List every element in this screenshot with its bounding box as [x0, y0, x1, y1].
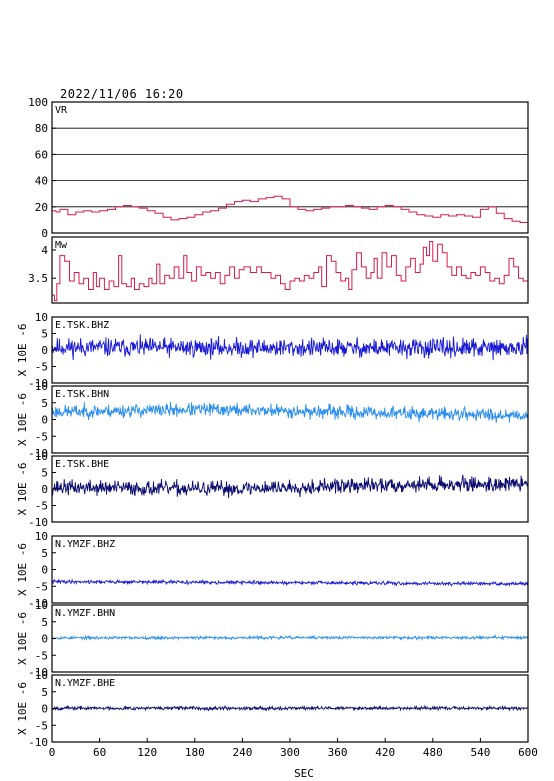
- y-tick-label: 10: [35, 530, 48, 543]
- x-tick-label: 180: [185, 746, 205, 759]
- y-unit-label: X 10E -6: [16, 612, 29, 665]
- series-mw: [52, 241, 529, 302]
- panel-label: VR: [55, 105, 68, 116]
- y-tick-label: 5: [41, 686, 48, 699]
- y-tick-label: 10: [35, 599, 48, 612]
- y-tick-label: -5: [35, 649, 48, 662]
- x-axis-label: SEC: [294, 767, 314, 780]
- panel-label: N.YMZF.BHN: [55, 608, 115, 619]
- y-tick-label: -10: [28, 516, 48, 529]
- series-e-tsk-bhn: [51, 401, 529, 423]
- panel-label: E.TSK.BHZ: [55, 320, 109, 331]
- y-tick-label: 0: [41, 483, 48, 496]
- y-tick-label: -10: [28, 666, 48, 679]
- panel-n-ymzf-bhe: -10 -5 0 5 10 N.YMZF.BHE X 10E -6: [16, 669, 529, 749]
- x-tick-label: 60: [93, 746, 106, 759]
- panel-n-ymzf-bhz: -10 -5 0 5 10 N.YMZF.BHZ X 10E -6: [16, 530, 529, 610]
- y-tick-label: 5: [41, 547, 48, 560]
- y-tick-label: 10: [35, 311, 48, 324]
- y-tick-label: 4: [41, 244, 48, 257]
- y-tick-label: 80: [35, 122, 48, 135]
- y-tick-label: 0: [41, 564, 48, 577]
- x-tick-label: 300: [280, 746, 300, 759]
- y-tick-label: 100: [28, 96, 48, 109]
- y-tick-label: 0: [41, 414, 48, 427]
- series-n-ymzf-bhn: [51, 633, 529, 642]
- y-tick-label: 5: [41, 328, 48, 341]
- x-tick-label: 420: [375, 746, 395, 759]
- y-tick-label: -5: [35, 719, 48, 732]
- panel-frame: [51, 101, 529, 234]
- panel-e-tsk-bhz: -10 -5 0 5 10 E.TSK.BHZ X 10E -6: [16, 311, 529, 390]
- panel-frame: [51, 385, 529, 454]
- y-unit-label: X 10E -6: [16, 543, 29, 596]
- series-e-tsk-bhz: [51, 334, 529, 361]
- y-unit-label: X 10E -6: [16, 393, 29, 446]
- panel-frame: [51, 236, 529, 304]
- y-tick-label: 5: [41, 397, 48, 410]
- series-vr: [52, 195, 528, 223]
- y-unit-label: X 10E -6: [16, 324, 29, 377]
- x-axis: 0 60 120 180 240 300 360 420 480 540 600 SEC: [49, 738, 538, 780]
- y-tick-label: 3.5: [28, 272, 48, 285]
- x-tick-label: 600: [518, 746, 538, 759]
- series-n-ymzf-bhz: [51, 578, 529, 587]
- panel-n-ymzf-bhn: -10 -5 0 5 10 N.YMZF.BHN X 10E -6: [16, 599, 529, 679]
- y-tick-label: -5: [35, 580, 48, 593]
- x-tick-label: 0: [49, 746, 56, 759]
- panel-frame: [51, 535, 529, 604]
- panel-label: N.YMZF.BHZ: [55, 539, 115, 550]
- y-tick-label: 10: [35, 669, 48, 682]
- y-tick-label: 0: [41, 227, 48, 240]
- y-unit-label: X 10E -6: [16, 682, 29, 735]
- y-tick-label: -10: [28, 736, 48, 749]
- panel-e-tsk-bhn: -10 -5 0 5 10 E.TSK.BHN X 10E -6: [16, 380, 529, 460]
- y-tick-label: -10: [28, 597, 48, 610]
- y-tick-label: -5: [35, 500, 48, 513]
- panel-label: Mw: [55, 240, 68, 251]
- x-tick-label: 360: [328, 746, 348, 759]
- panel-mw: 3.5 4 Mw: [28, 236, 529, 304]
- y-tick-label: -5: [35, 361, 48, 374]
- y-tick-label: 5: [41, 467, 48, 480]
- y-unit-label: X 10E -6: [16, 463, 29, 516]
- series-e-tsk-bhe: [51, 474, 529, 499]
- y-tick-label: 5: [41, 616, 48, 629]
- panel-e-tsk-bhe: -10 -5 0 5 10 E.TSK.BHE X 10E -6: [16, 450, 529, 529]
- y-tick-label: -10: [28, 447, 48, 460]
- panel-vr: 0 20 40 60 80 100 VR: [28, 96, 529, 240]
- y-tick-label: 40: [35, 175, 48, 188]
- series-n-ymzf-bhe: [51, 704, 529, 712]
- y-tick-label: -5: [35, 430, 48, 443]
- x-tick-label: 480: [423, 746, 443, 759]
- x-tick-label: 240: [232, 746, 252, 759]
- y-tick-label: 10: [35, 380, 48, 393]
- y-tick-label: 60: [35, 148, 48, 161]
- figure-title: 2022/11/06 16:20: [60, 87, 184, 101]
- y-tick-label: 0: [41, 703, 48, 716]
- y-tick-label: 0: [41, 344, 48, 357]
- panel-label: N.YMZF.BHE: [55, 678, 115, 689]
- x-tick-label: 540: [470, 746, 490, 759]
- y-tick-label: -10: [28, 377, 48, 390]
- y-tick-label: 0: [41, 633, 48, 646]
- panel-label: E.TSK.BHN: [55, 389, 109, 400]
- x-tick-label: 120: [137, 746, 157, 759]
- panel-label: E.TSK.BHE: [55, 459, 109, 470]
- y-tick-label: 20: [35, 201, 48, 214]
- y-tick-label: 10: [35, 450, 48, 463]
